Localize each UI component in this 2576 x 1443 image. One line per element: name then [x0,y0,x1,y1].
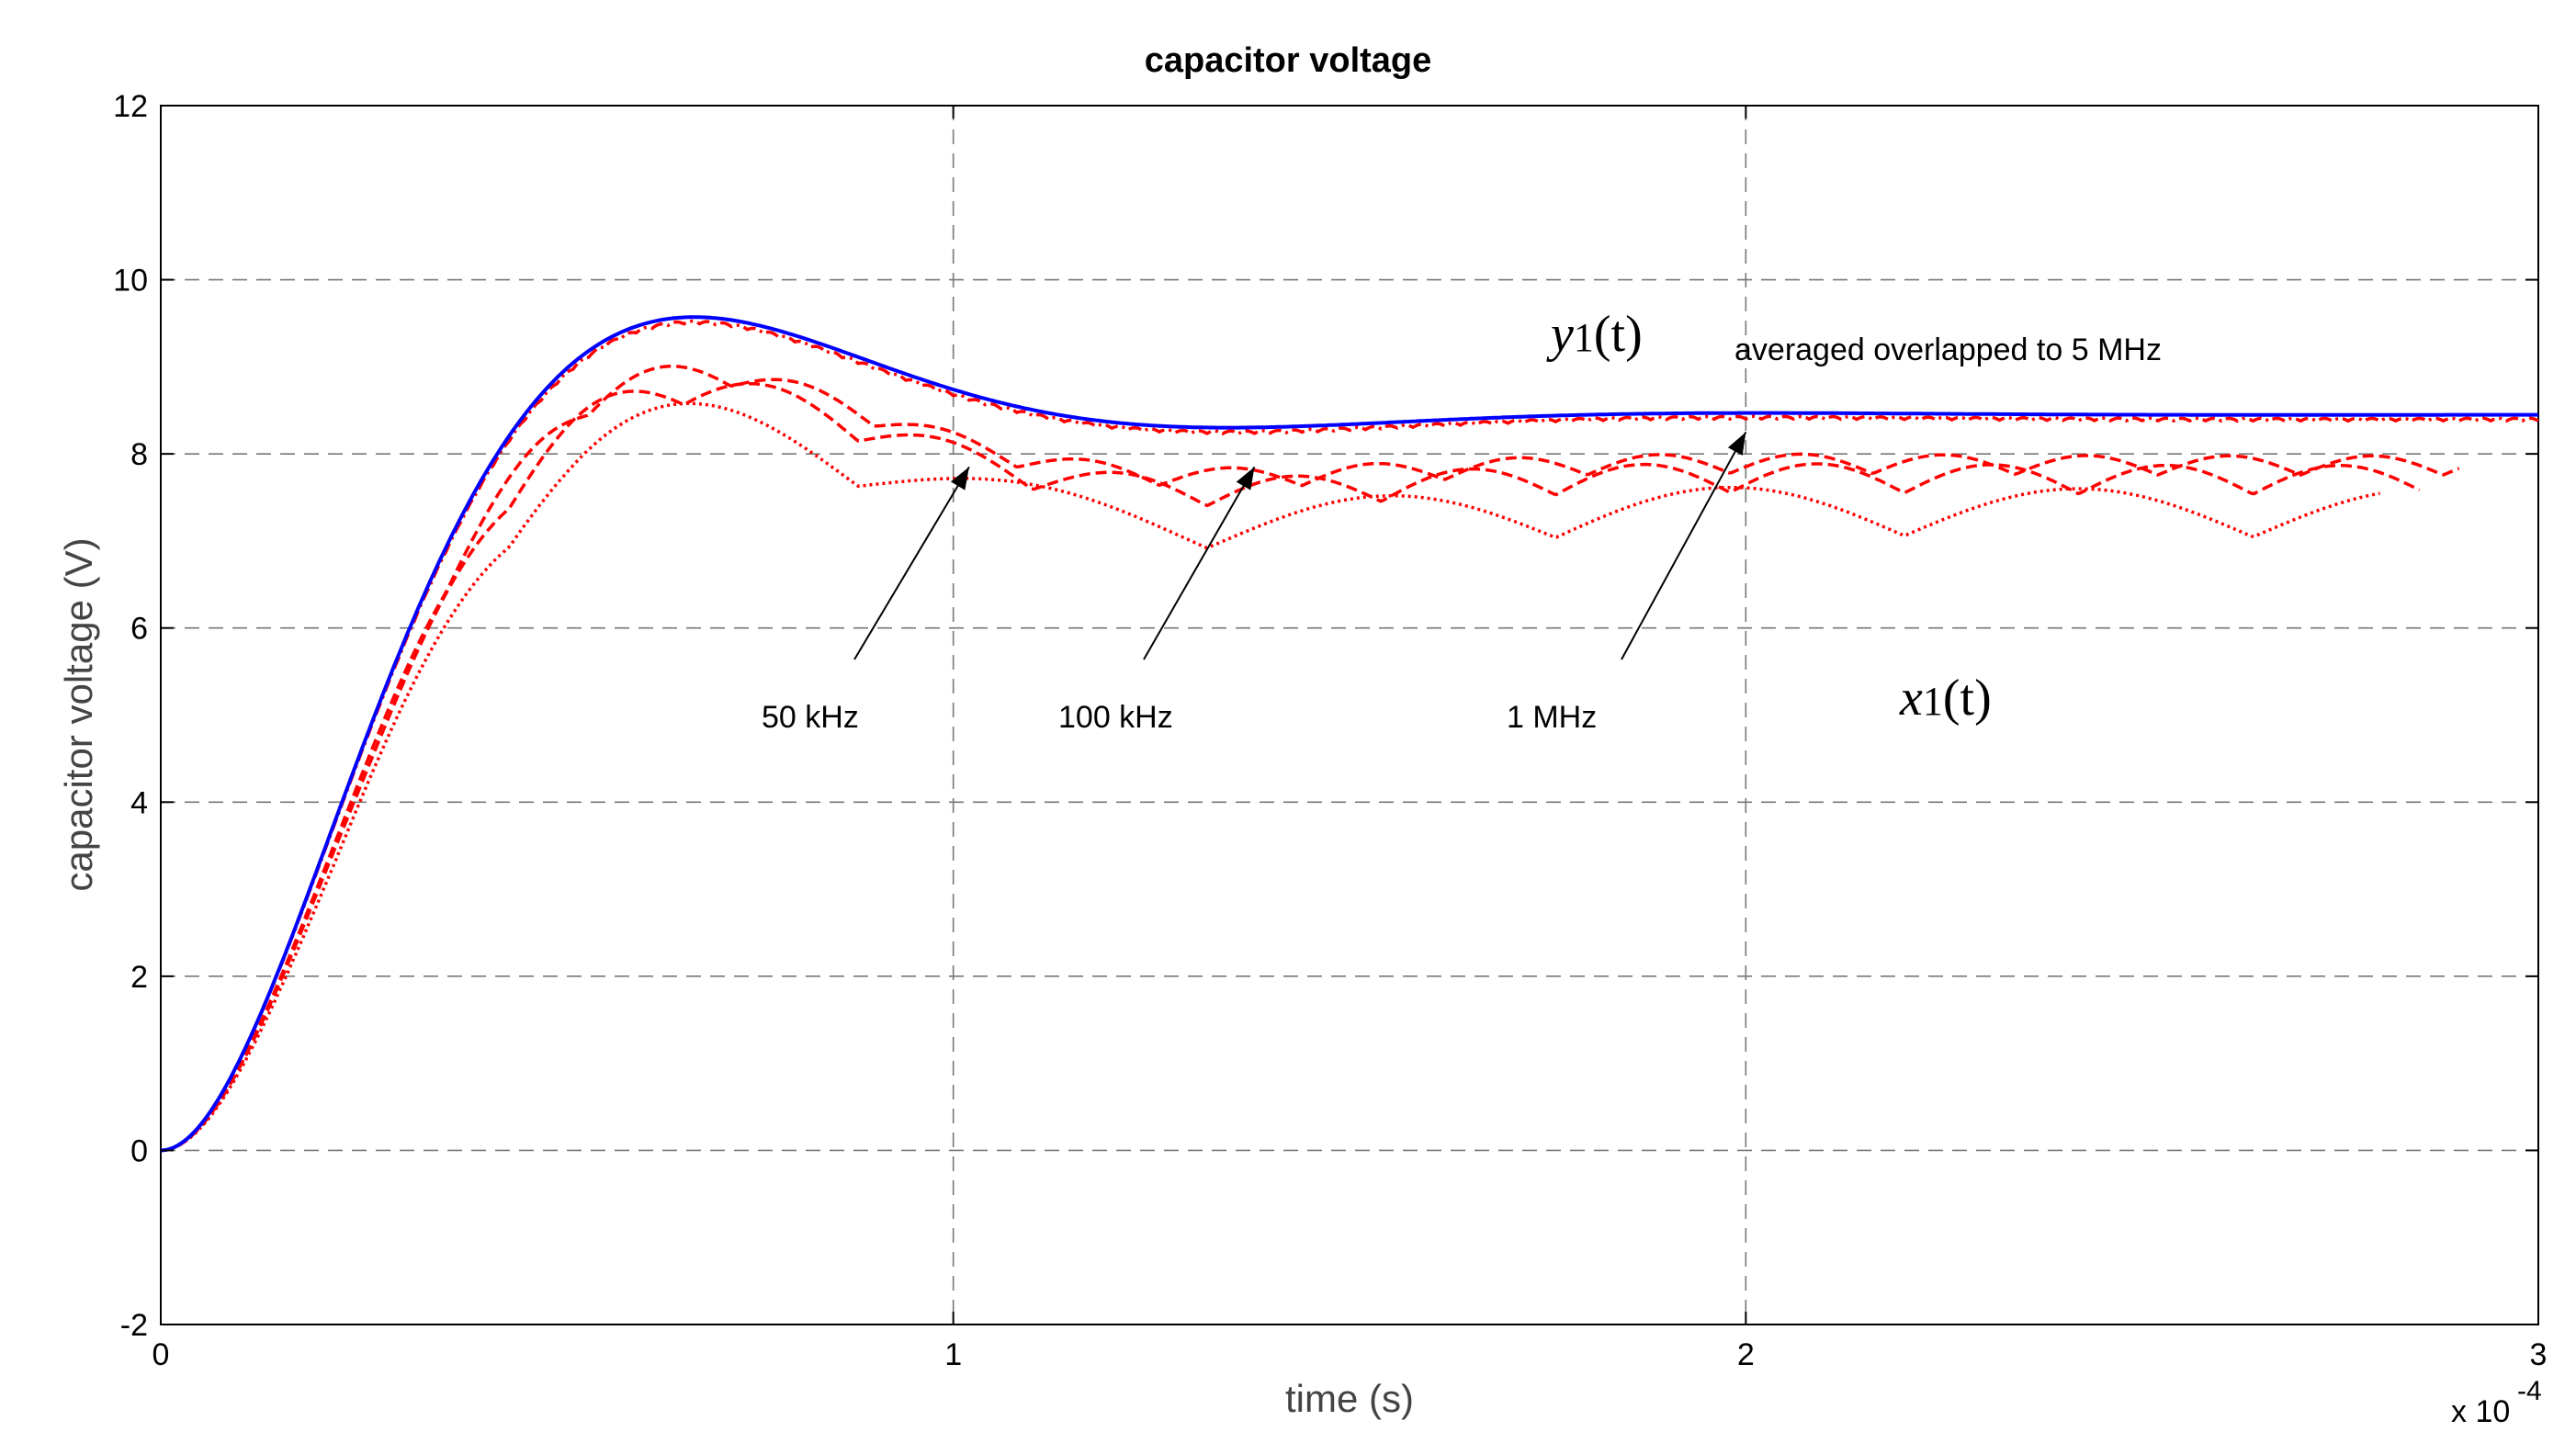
grid [161,106,2538,1325]
x-tick-label: 3 [2530,1337,2548,1372]
x-tick-label: 0 [153,1337,170,1372]
series-line-1 [160,319,2539,1153]
y-axis-title: capacitor voltage (V) [57,537,100,891]
arrow-head-2 [1727,432,1746,456]
arrow-head-1 [1236,467,1255,490]
x1-label: x1(t) [1899,670,1992,727]
y-tick-label: 2 [130,960,148,995]
series-line-4 [160,401,2380,1153]
y-tick-label: 4 [130,785,148,820]
arrow-line-2 [1621,431,1747,660]
arrows [853,431,1747,660]
series-line-0 [160,315,2538,1153]
series-line-3 [160,381,2421,1153]
y-tick-label: 6 [130,612,148,647]
y-tick-label: 8 [130,437,148,472]
arrow-line-0 [853,466,970,660]
x-axis-title: time (s) [1285,1377,1414,1420]
x-multiplier: x 10 -4 [2451,1376,2542,1429]
series-line-2 [160,364,2460,1153]
x-tick-label: 1 [944,1337,962,1372]
arrow-line-1 [1143,466,1256,660]
y-tick-label: 10 [113,264,148,299]
averaged-label: averaged overlapped to 5 MHz [1734,333,2162,367]
plot-frame [160,105,2539,1325]
arrow-label-1mhz: 1 MHz [1507,700,1597,735]
x-multiplier-exponent: -4 [2517,1376,2542,1406]
y1-label: y1(t) [1546,306,1643,363]
arrow-label-100khz: 100 kHz [1058,700,1173,735]
chart-title: capacitor voltage [1145,41,1432,80]
y-tick-label: 0 [130,1133,148,1168]
arrow-head-0 [950,467,969,490]
y-tick-label: 12 [113,89,148,124]
arrow-label-50khz: 50 kHz [762,700,859,735]
annotations: y1(t) averaged overlapped to 5 MHz x1(t)… [762,306,2162,735]
x-multiplier-label: x 10 [2451,1394,2510,1429]
y-tick-label: -2 [120,1308,148,1343]
series-layer [160,315,2539,1153]
x-tick-label: 2 [1737,1337,1755,1372]
